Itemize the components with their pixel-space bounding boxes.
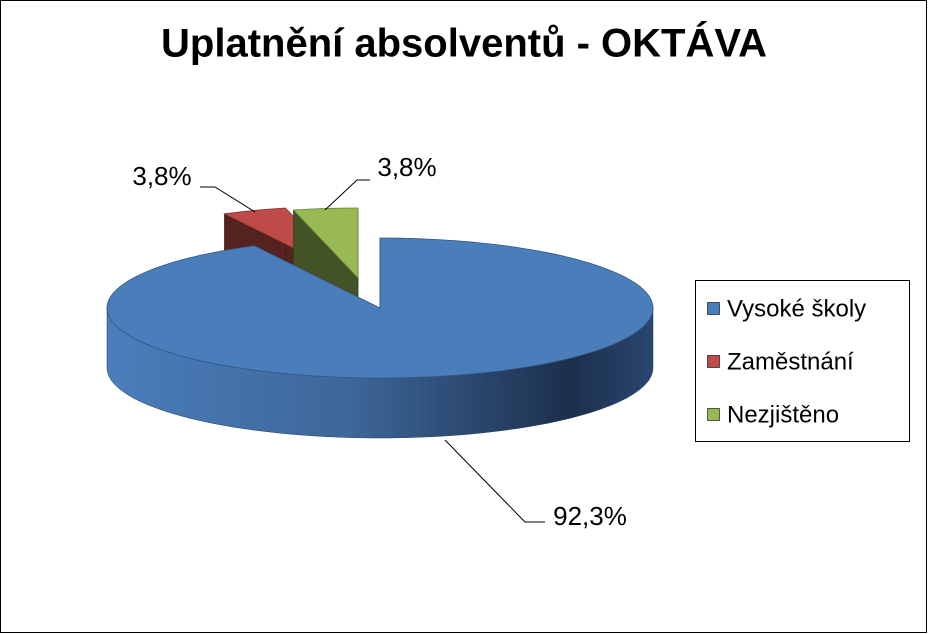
- legend-label: Nezjištěno: [727, 401, 839, 428]
- legend-swatch: [707, 355, 720, 368]
- leader-line: [444, 439, 545, 523]
- chart-title: Uplatnění absolventů - OKTÁVA: [161, 21, 767, 66]
- data-label: 3,8%: [132, 161, 191, 191]
- data-label: 3,8%: [377, 152, 436, 182]
- legend-label: Vysoké školy: [727, 295, 866, 322]
- slice: [106, 237, 654, 439]
- leader-line: [324, 179, 370, 211]
- legend-label: Zaměstnání: [727, 348, 854, 375]
- slice-top: [106, 237, 654, 379]
- slice-top: [292, 207, 359, 280]
- leader-line: [200, 186, 256, 213]
- data-label: 92,3%: [553, 501, 627, 531]
- legend-swatch: [707, 302, 720, 315]
- legend-box: [695, 280, 910, 442]
- legend-swatch: [707, 408, 720, 421]
